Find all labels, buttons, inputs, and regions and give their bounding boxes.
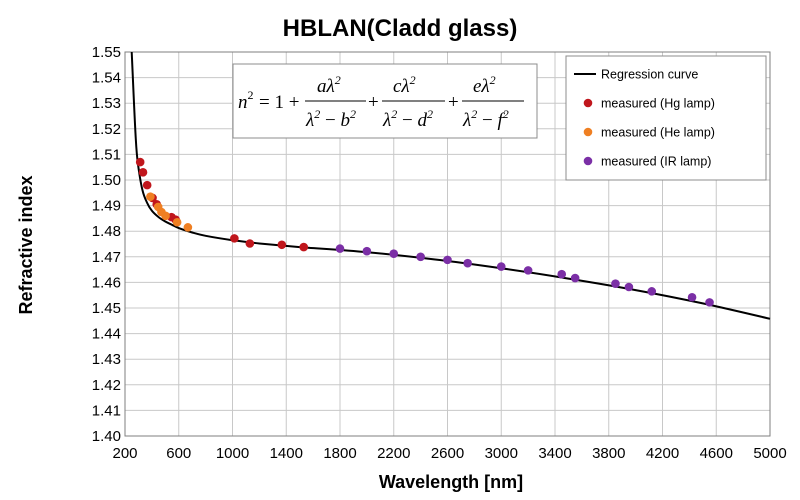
y-tick-label: 1.55 bbox=[92, 44, 121, 61]
x-tick-label: 5000 bbox=[753, 445, 786, 462]
data-point-series-2 bbox=[183, 223, 193, 232]
x-axis-ticks: 200 600 1000 1400 1800 2200 2600 3000 3400 3800 42… bbox=[112, 445, 786, 462]
legend-swatch-marker bbox=[583, 98, 593, 108]
x-tick-label: 1400 bbox=[270, 445, 303, 462]
x-tick-label: 3800 bbox=[592, 445, 625, 462]
y-tick-label: 1.54 bbox=[92, 70, 121, 87]
series-layer bbox=[130, 51, 771, 320]
legend-label: Regression curve bbox=[601, 68, 698, 82]
data-point-series-1 bbox=[138, 168, 148, 177]
y-tick-label: 1.51 bbox=[92, 146, 121, 163]
data-point-series-1 bbox=[245, 239, 255, 248]
data-point-series-3 bbox=[570, 273, 580, 283]
regression-curve bbox=[130, 51, 771, 320]
data-point-series-3 bbox=[335, 244, 345, 253]
legend-label: measured (IR lamp) bbox=[601, 155, 711, 169]
y-tick-label: 1.44 bbox=[92, 326, 121, 343]
y-axis-ticks: 1.40 1.41 1.42 1.43 1.44 1.45 1.46 1.47 1.48 1.49… bbox=[92, 44, 121, 445]
x-tick-label: 3400 bbox=[538, 445, 571, 462]
data-point-series-1 bbox=[277, 240, 287, 250]
x-tick-label: 4600 bbox=[700, 445, 733, 462]
data-point-series-3 bbox=[443, 255, 452, 265]
data-point-series-2 bbox=[146, 192, 155, 201]
data-point-series-3 bbox=[557, 269, 567, 279]
x-tick-label: 200 bbox=[112, 445, 137, 462]
y-tick-label: 1.46 bbox=[92, 274, 121, 291]
data-point-series-3 bbox=[496, 262, 506, 271]
legend-swatch-marker bbox=[583, 127, 593, 137]
data-point-series-1 bbox=[230, 234, 239, 243]
equation-den-2: λ2 − d2 bbox=[382, 107, 433, 131]
data-point-series-3 bbox=[389, 249, 399, 259]
data-point-series-3 bbox=[611, 279, 620, 288]
legend-label: measured (He lamp) bbox=[601, 126, 715, 140]
data-point-series-3 bbox=[647, 287, 657, 296]
data-point-series-3 bbox=[416, 252, 425, 262]
legend-frame bbox=[565, 55, 767, 181]
equation-den-3: λ2 − f2 bbox=[462, 107, 509, 131]
y-tick-label: 1.50 bbox=[92, 172, 121, 189]
x-tick-label: 3000 bbox=[485, 445, 518, 462]
equation-plus-2: + bbox=[448, 92, 459, 113]
data-point-series-1 bbox=[299, 242, 309, 252]
x-tick-label: 1800 bbox=[323, 445, 356, 462]
data-point-series-3 bbox=[362, 246, 372, 256]
data-point-series-3 bbox=[463, 258, 472, 268]
legend: Regression curve measured (Hg lamp) measur… bbox=[565, 55, 767, 181]
y-tick-label: 1.52 bbox=[92, 121, 121, 138]
plot-frame bbox=[124, 51, 771, 437]
data-point-series-3 bbox=[705, 298, 714, 307]
data-point-series-2 bbox=[172, 217, 182, 227]
equation-den-1: λ2 − b2 bbox=[305, 107, 356, 131]
y-tick-label: 1.48 bbox=[92, 223, 121, 240]
x-tick-label: 1000 bbox=[216, 445, 249, 462]
y-tick-label: 1.43 bbox=[92, 351, 121, 368]
equation-plus-1: + bbox=[368, 92, 379, 113]
equation-box: n2 = 1 + aλ2 λ2 − b2 + cλ2 λ2 − d2 + eλ2… bbox=[232, 63, 538, 139]
data-point-series-1 bbox=[135, 157, 145, 167]
legend-swatch-marker bbox=[583, 156, 593, 166]
equation-eq-one: = 1 + bbox=[259, 92, 299, 113]
y-tick-label: 1.42 bbox=[92, 377, 121, 394]
x-tick-label: 4200 bbox=[646, 445, 679, 462]
data-point-series-1 bbox=[142, 180, 152, 190]
y-tick-label: 1.49 bbox=[92, 198, 121, 215]
x-tick-label: 600 bbox=[166, 445, 191, 462]
x-tick-label: 2200 bbox=[377, 445, 410, 462]
y-tick-label: 1.40 bbox=[92, 428, 121, 445]
data-point-series-3 bbox=[523, 266, 533, 275]
data-point-series-3 bbox=[624, 282, 634, 292]
x-axis-label: Wavelength [nm] bbox=[379, 472, 523, 492]
y-tick-label: 1.53 bbox=[92, 95, 121, 112]
y-tick-label: 1.47 bbox=[92, 249, 121, 266]
y-tick-label: 1.45 bbox=[92, 300, 121, 317]
x-tick-label: 2600 bbox=[431, 445, 464, 462]
data-point-series-2 bbox=[161, 211, 170, 221]
data-point-series-3 bbox=[687, 292, 697, 302]
legend-label: measured (Hg lamp) bbox=[601, 97, 715, 111]
chart-title: HBLAN(Cladd glass) bbox=[283, 15, 518, 42]
y-axis-label: Refractive index bbox=[16, 175, 36, 314]
y-tick-label: 1.41 bbox=[92, 402, 121, 419]
